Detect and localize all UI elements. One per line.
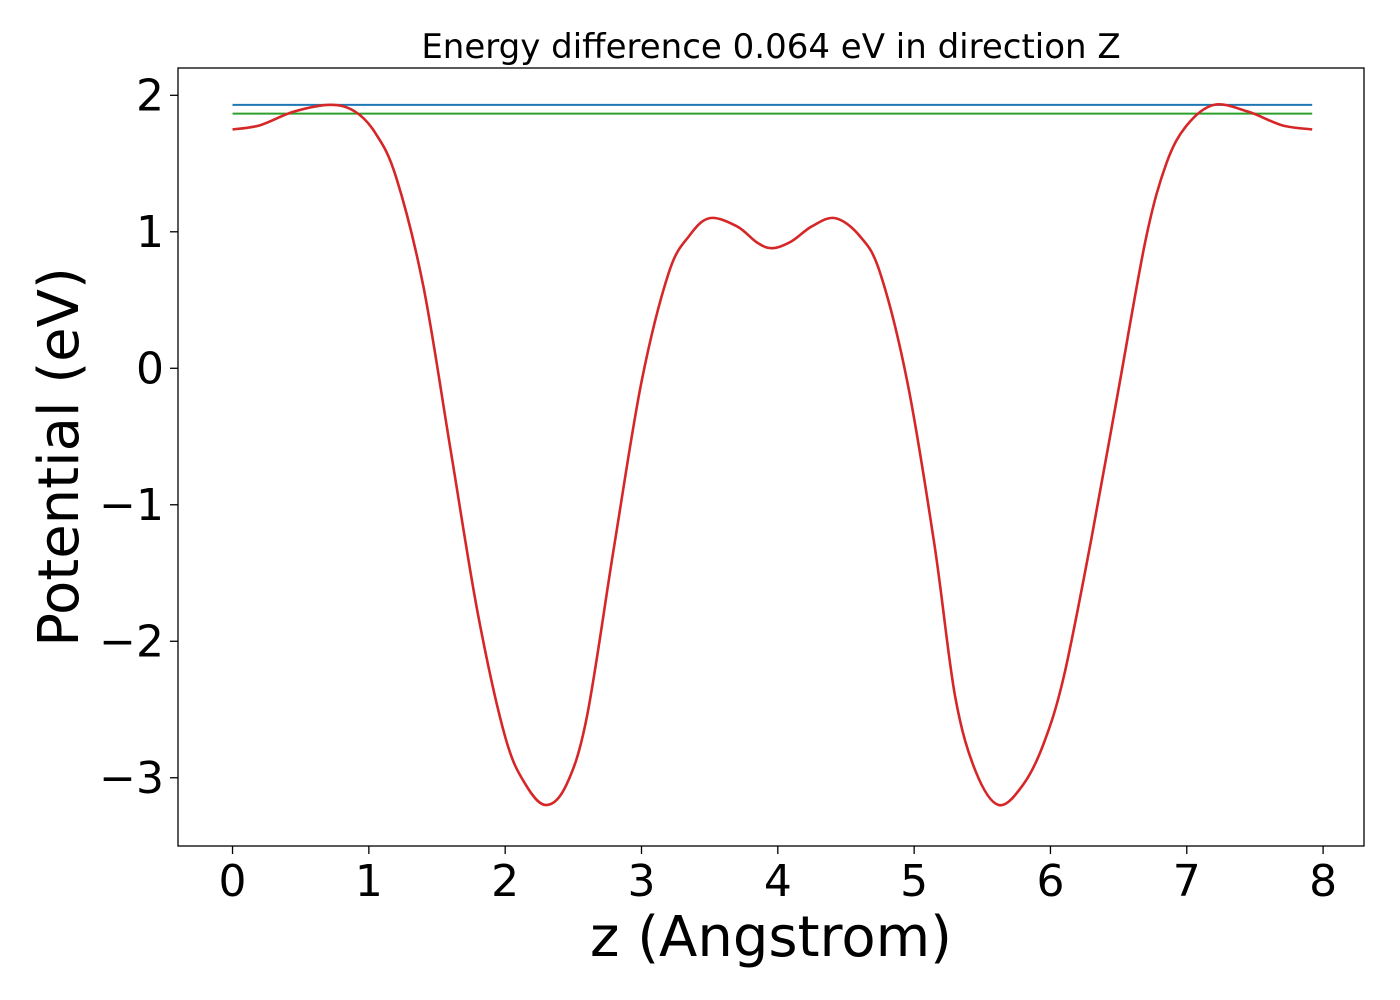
y-axis: −3 −2 −1 0 1 2 (99, 70, 178, 804)
y-tick-label: 2 (136, 70, 164, 121)
y-tick-label: 1 (136, 207, 164, 258)
y-tick-label: −3 (99, 753, 164, 804)
series-layer (232, 103, 1313, 807)
x-axis: 0 1 2 3 4 5 6 7 8 (219, 846, 1337, 907)
x-tick-label: 3 (627, 856, 655, 907)
x-tick-label: 0 (219, 856, 247, 907)
y-tick-label: −1 (99, 480, 164, 531)
y-tick-label: 0 (136, 343, 164, 394)
x-tick-label: 8 (1309, 856, 1337, 907)
x-tick-label: 2 (491, 856, 519, 907)
y-tick-label: −2 (99, 616, 164, 667)
plot-area (177, 67, 1365, 847)
x-tick-label: 1 (355, 856, 383, 907)
x-axis-label: z (Angstrom) (590, 905, 952, 970)
series-line-3 (232, 103, 1313, 807)
chart-title: Energy difference 0.064 eV in direction … (421, 27, 1120, 67)
x-tick-label: 4 (764, 856, 792, 907)
x-tick-label: 7 (1173, 856, 1201, 907)
x-tick-label: 5 (900, 856, 928, 907)
y-axis-label: Potential (eV) (27, 267, 92, 647)
x-tick-label: 6 (1036, 856, 1064, 907)
